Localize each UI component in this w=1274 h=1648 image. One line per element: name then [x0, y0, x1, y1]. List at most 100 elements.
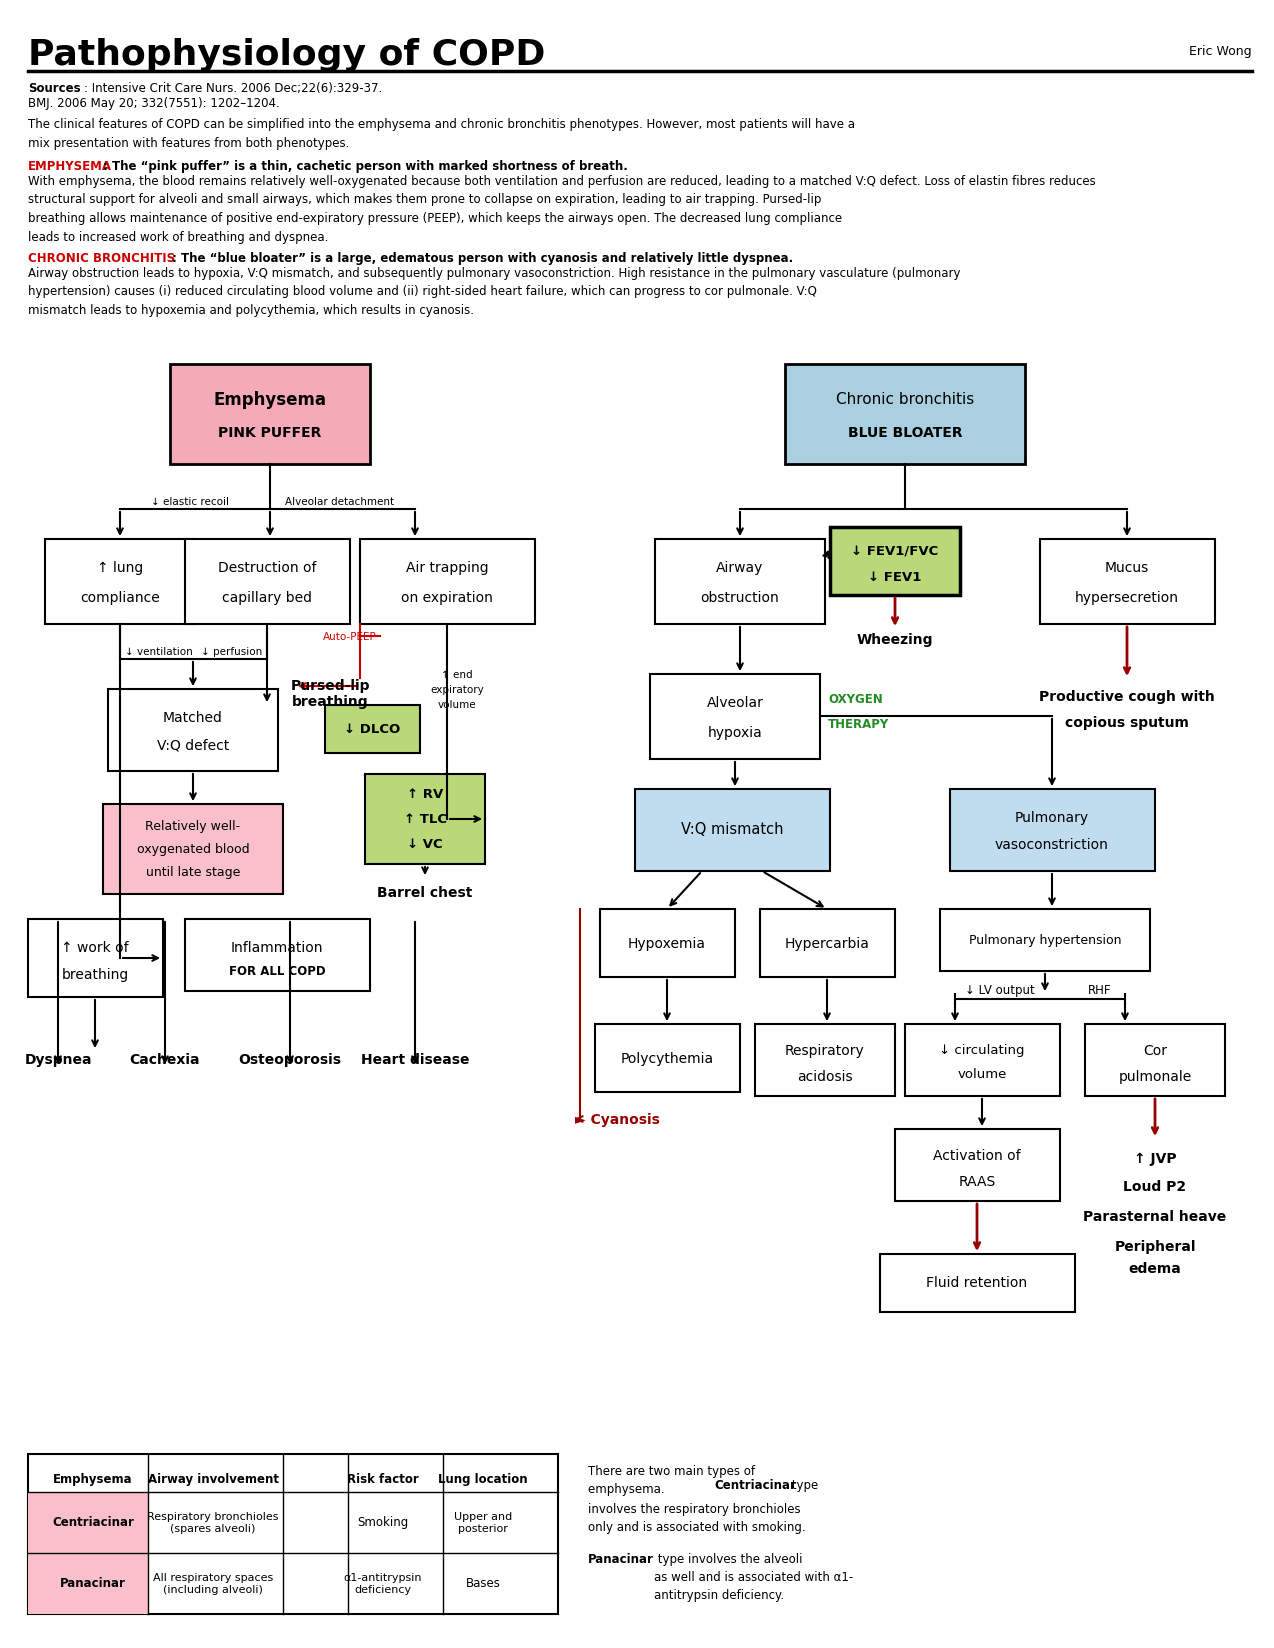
Text: Pathophysiology of COPD: Pathophysiology of COPD [28, 38, 545, 73]
Text: ↑ TLC: ↑ TLC [404, 812, 446, 826]
Text: ↓ LV output: ↓ LV output [966, 984, 1034, 997]
Text: copious sputum: copious sputum [1065, 715, 1189, 730]
Text: capillary bed: capillary bed [222, 590, 312, 605]
Bar [103, 804, 283, 895]
Text: PINK PUFFER: PINK PUFFER [218, 425, 322, 440]
Text: edema: edema [1129, 1261, 1181, 1276]
Text: There are two main types of
emphysema.: There are two main types of emphysema. [589, 1463, 755, 1495]
Text: RHF: RHF [1088, 984, 1112, 997]
Text: ↓ VC: ↓ VC [408, 837, 443, 850]
Text: Emphysema: Emphysema [54, 1473, 132, 1485]
Text: The clinical features of COPD can be simplified into the emphysema and chronic b: The clinical features of COPD can be sim… [28, 119, 855, 150]
Text: Upper and
posterior: Upper and posterior [454, 1511, 512, 1533]
Text: compliance: compliance [80, 590, 159, 605]
Text: ► Cyanosis: ► Cyanosis [575, 1112, 660, 1126]
Bar [169, 364, 369, 465]
Text: Alveolar detachment: Alveolar detachment [285, 496, 395, 506]
Text: pulmonale: pulmonale [1119, 1070, 1191, 1083]
Text: ↓ circulating: ↓ circulating [939, 1043, 1024, 1056]
Text: Peripheral: Peripheral [1115, 1239, 1196, 1252]
Text: Osteoporosis: Osteoporosis [238, 1053, 341, 1066]
Text: Inflammation: Inflammation [231, 941, 324, 954]
Bar [880, 1254, 1075, 1312]
Bar [600, 910, 735, 977]
Text: Heart disease: Heart disease [361, 1053, 469, 1066]
Text: ↓ DLCO: ↓ DLCO [344, 723, 400, 737]
Text: ↑ end: ↑ end [441, 669, 473, 679]
Bar [634, 789, 829, 872]
Text: Hypercarbia: Hypercarbia [785, 936, 869, 951]
Text: Auto-PEEP: Auto-PEEP [324, 631, 377, 641]
Text: RAAS: RAAS [958, 1175, 995, 1188]
Text: Emphysema: Emphysema [214, 391, 326, 409]
Text: : Intensive Crit Care Nurs. 2006 Dec;22(6):329-37.: : Intensive Crit Care Nurs. 2006 Dec;22(… [84, 82, 382, 96]
Text: Hypoxemia: Hypoxemia [628, 936, 706, 951]
Text: : The “pink puffer” is a thin, cachetic person with marked shortness of breath.: : The “pink puffer” is a thin, cachetic … [103, 160, 628, 173]
Text: breathing: breathing [292, 694, 368, 709]
Text: Risk factor: Risk factor [347, 1473, 419, 1485]
Bar [364, 775, 485, 865]
Text: volume: volume [957, 1068, 1006, 1081]
Text: on expiration: on expiration [401, 590, 493, 605]
Text: Airway obstruction leads to hypoxia, V:Q mismatch, and subsequently pulmonary va: Airway obstruction leads to hypoxia, V:Q… [28, 267, 961, 316]
Text: With emphysema, the blood remains relatively well-oxygenated because both ventil: With emphysema, the blood remains relati… [28, 175, 1096, 244]
Bar [1085, 1025, 1226, 1096]
Text: oxygenated blood: oxygenated blood [136, 844, 250, 855]
Text: All respiratory spaces
(including alveoli): All respiratory spaces (including alveol… [153, 1572, 273, 1594]
Bar [185, 539, 350, 625]
Text: vasoconstriction: vasoconstriction [995, 837, 1108, 852]
Bar [650, 674, 820, 760]
Text: Pulmonary: Pulmonary [1015, 811, 1089, 824]
Text: volume: volume [438, 699, 476, 710]
Text: Pulmonary hypertension: Pulmonary hypertension [968, 934, 1121, 948]
Text: ↑ lung: ↑ lung [97, 560, 143, 575]
Text: Bases: Bases [465, 1577, 501, 1590]
Text: Lung location: Lung location [438, 1473, 527, 1485]
Text: Alveolar: Alveolar [707, 695, 763, 710]
Bar [108, 689, 278, 771]
Text: : The “blue bloater” is a large, edematous person with cyanosis and relatively l: : The “blue bloater” is a large, edemato… [172, 252, 794, 265]
Text: Eric Wong: Eric Wong [1190, 46, 1252, 58]
Text: Relatively well-: Relatively well- [145, 821, 241, 832]
Bar [28, 1454, 558, 1613]
Text: Respiratory: Respiratory [785, 1043, 865, 1058]
Text: Barrel chest: Barrel chest [377, 885, 473, 900]
Text: Panacinar: Panacinar [60, 1577, 126, 1590]
Text: Destruction of: Destruction of [218, 560, 316, 575]
Text: Sources: Sources [28, 82, 80, 96]
Text: Chronic bronchitis: Chronic bronchitis [836, 392, 975, 407]
Text: OXYGEN: OXYGEN [828, 694, 883, 705]
Bar [655, 539, 826, 625]
Bar [1040, 539, 1215, 625]
Text: V:Q defect: V:Q defect [157, 738, 229, 753]
Bar [325, 705, 420, 753]
Text: Fluid retention: Fluid retention [926, 1276, 1028, 1289]
Text: α1-antitrypsin
deficiency: α1-antitrypsin deficiency [344, 1572, 422, 1594]
Text: type: type [789, 1478, 818, 1491]
Text: Centriacinar: Centriacinar [713, 1478, 796, 1491]
Text: Parasternal heave: Parasternal heave [1083, 1210, 1227, 1223]
Text: Mucus: Mucus [1105, 560, 1149, 575]
Bar [361, 539, 535, 625]
Text: Smoking: Smoking [358, 1516, 409, 1529]
Text: Centriacinar: Centriacinar [52, 1516, 134, 1529]
Text: Respiratory bronchioles
(spares alveoli): Respiratory bronchioles (spares alveoli) [148, 1511, 279, 1533]
Bar [28, 920, 163, 997]
Text: until late stage: until late stage [145, 865, 241, 878]
Text: involves the respiratory bronchioles
only and is associated with smoking.: involves the respiratory bronchioles onl… [589, 1501, 805, 1533]
Text: Productive cough with: Productive cough with [1040, 689, 1215, 704]
Text: CHRONIC BRONCHITIS: CHRONIC BRONCHITIS [28, 252, 175, 265]
Text: hypoxia: hypoxia [707, 725, 762, 740]
Bar [755, 1025, 896, 1096]
Bar [829, 527, 961, 595]
Text: ↓ FEV1/FVC: ↓ FEV1/FVC [851, 545, 939, 559]
Text: BMJ. 2006 May 20; 332(7551): 1202–1204.: BMJ. 2006 May 20; 332(7551): 1202–1204. [28, 97, 280, 110]
Bar [905, 1025, 1060, 1096]
Text: ↓ elastic recoil: ↓ elastic recoil [152, 496, 229, 506]
Text: breathing: breathing [61, 967, 129, 982]
Bar [940, 910, 1150, 971]
Text: Pursed-lip: Pursed-lip [290, 679, 369, 692]
Text: ↑ RV: ↑ RV [406, 788, 443, 801]
Text: BLUE BLOATER: BLUE BLOATER [847, 425, 962, 440]
Bar [761, 910, 896, 977]
